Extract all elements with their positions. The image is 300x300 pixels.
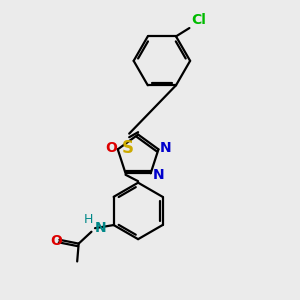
Text: Cl: Cl xyxy=(191,14,206,28)
Text: O: O xyxy=(50,234,62,248)
Text: S: S xyxy=(122,139,134,157)
Text: N: N xyxy=(152,168,164,182)
Text: N: N xyxy=(160,141,172,155)
Text: N: N xyxy=(95,221,106,235)
Text: O: O xyxy=(105,141,117,155)
Text: H: H xyxy=(84,213,94,226)
